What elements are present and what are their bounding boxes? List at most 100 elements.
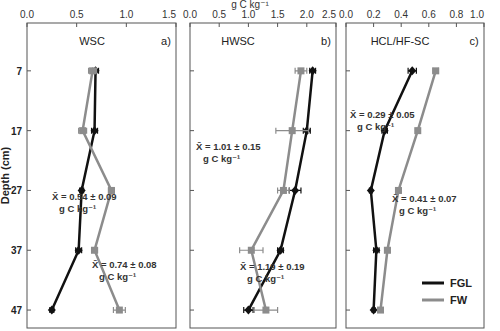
x-tick-label: 0.5 — [212, 9, 226, 20]
x-tick — [126, 23, 127, 27]
marker — [377, 307, 384, 314]
error-bar — [92, 247, 98, 253]
y-tick-label: 47 — [11, 305, 23, 316]
marker — [432, 67, 439, 74]
error-bar — [276, 128, 309, 134]
y-tick-label: 7 — [16, 66, 22, 77]
y-tick-label: 17 — [11, 126, 23, 137]
y-tick — [346, 250, 350, 251]
marker — [297, 67, 304, 74]
panel-title: HCL/HF-SC — [371, 35, 430, 47]
marker — [116, 307, 123, 314]
x-tick — [456, 23, 457, 27]
marker — [91, 247, 98, 254]
x-tick-label: 0.8 — [449, 9, 463, 20]
marker — [248, 247, 255, 254]
panel: 0.00.20.40.60.81.0HCL/HF-SCc)X̄ = 0.29 ±… — [339, 9, 484, 328]
x-tick-label: 0.0 — [183, 9, 197, 20]
panel: 0.00.51.01.5717273747Depth (cm)WSCa)X̄ =… — [0, 9, 176, 328]
marker — [262, 307, 269, 314]
plot-frame — [27, 23, 176, 328]
x-tick — [190, 23, 191, 27]
data-area — [367, 66, 439, 314]
legend-label: FGL — [450, 277, 472, 289]
marker — [414, 127, 421, 134]
annotation: X̄ = 0.29 ± 0.05 — [350, 109, 415, 120]
y-tick — [190, 190, 194, 191]
x-tick-label: 0.4 — [394, 9, 408, 20]
y-tick-label: 37 — [11, 245, 23, 256]
error-bar — [433, 68, 439, 74]
annotation: g C kg⁻¹ — [399, 205, 436, 216]
x-tick — [484, 23, 485, 27]
y-tick — [190, 130, 194, 131]
legend: FGL FW — [422, 277, 472, 306]
annotation: X̄ = 1.19 ± 0.19 — [240, 261, 305, 272]
y-tick — [190, 310, 194, 311]
annotation: X̄ = 0.74 ± 0.08 — [92, 259, 157, 270]
y-tick — [346, 70, 350, 71]
panel-title: HWSC — [221, 35, 255, 47]
error-bar — [378, 307, 384, 313]
y-tick-label: 27 — [11, 185, 23, 196]
marker — [408, 66, 416, 75]
marker — [244, 306, 252, 315]
annotation: g C kg⁻¹ — [203, 153, 240, 164]
x-tick-label: 0.5 — [70, 9, 84, 20]
x-tick — [373, 23, 374, 27]
x-tick — [219, 23, 220, 27]
annotation: X̄ = 1.01 ± 0.15 — [196, 141, 261, 152]
x-tick — [277, 23, 278, 27]
x-tick — [336, 23, 337, 27]
x-tick-label: 0.0 — [20, 9, 34, 20]
x-tick-label: 2.5 — [322, 9, 336, 20]
panel-label: a) — [161, 35, 171, 47]
marker — [367, 186, 375, 195]
marker — [91, 126, 99, 135]
panel-label: b) — [321, 35, 331, 47]
x-tick-label: 1.5 — [162, 9, 176, 20]
error-bar — [385, 247, 391, 253]
legend-label: FW — [450, 294, 468, 306]
y-tick — [346, 190, 350, 191]
error-bar — [278, 187, 290, 193]
series-line — [381, 71, 436, 310]
annotation: X̄ = 0.41 ± 0.07 — [392, 193, 457, 204]
x-tick — [346, 23, 347, 27]
x-tick-label: 2.0 — [300, 9, 314, 20]
x-tick — [306, 23, 307, 27]
y-tick — [190, 70, 194, 71]
y-tick — [27, 130, 31, 131]
error-bar — [89, 68, 97, 74]
x-tick-label: 1.5 — [271, 9, 285, 20]
marker — [291, 186, 299, 195]
panel-title: WSC — [79, 35, 105, 47]
annotation: g C kg⁻¹ — [99, 271, 136, 282]
y-tick — [27, 310, 31, 311]
x-tick — [76, 23, 77, 27]
data-area — [240, 66, 317, 314]
y-tick — [190, 250, 194, 251]
marker — [277, 246, 285, 255]
plot-frame — [190, 23, 336, 328]
x-tick-label: 0.6 — [422, 9, 436, 20]
marker — [370, 306, 378, 315]
error-bar — [254, 307, 277, 313]
figure: 0.0 0.5 1.0 1.5 7 17 27 37 47 Depth (cm) WSC a) X̄ =… — [0, 0, 500, 331]
marker — [372, 246, 380, 255]
panel: 0.00.51.01.52.02.5g C kg⁻¹HWSCb)X̄ = 1.0… — [183, 0, 336, 328]
x-tick-label: 1.0 — [470, 9, 484, 20]
x-axis-label: g C kg⁻¹ — [231, 0, 269, 10]
marker — [309, 66, 317, 75]
y-tick — [27, 190, 31, 191]
x-tick — [176, 23, 177, 27]
x-tick — [27, 23, 28, 27]
marker — [75, 246, 83, 255]
legend-swatch — [422, 282, 444, 285]
legend-swatch — [422, 299, 444, 302]
marker — [289, 127, 296, 134]
annotation: X̄ = 0.54 ± 0.09 — [52, 191, 117, 202]
y-axis-label: Depth (cm) — [0, 146, 11, 204]
marker — [79, 127, 86, 134]
error-bar — [113, 307, 125, 313]
